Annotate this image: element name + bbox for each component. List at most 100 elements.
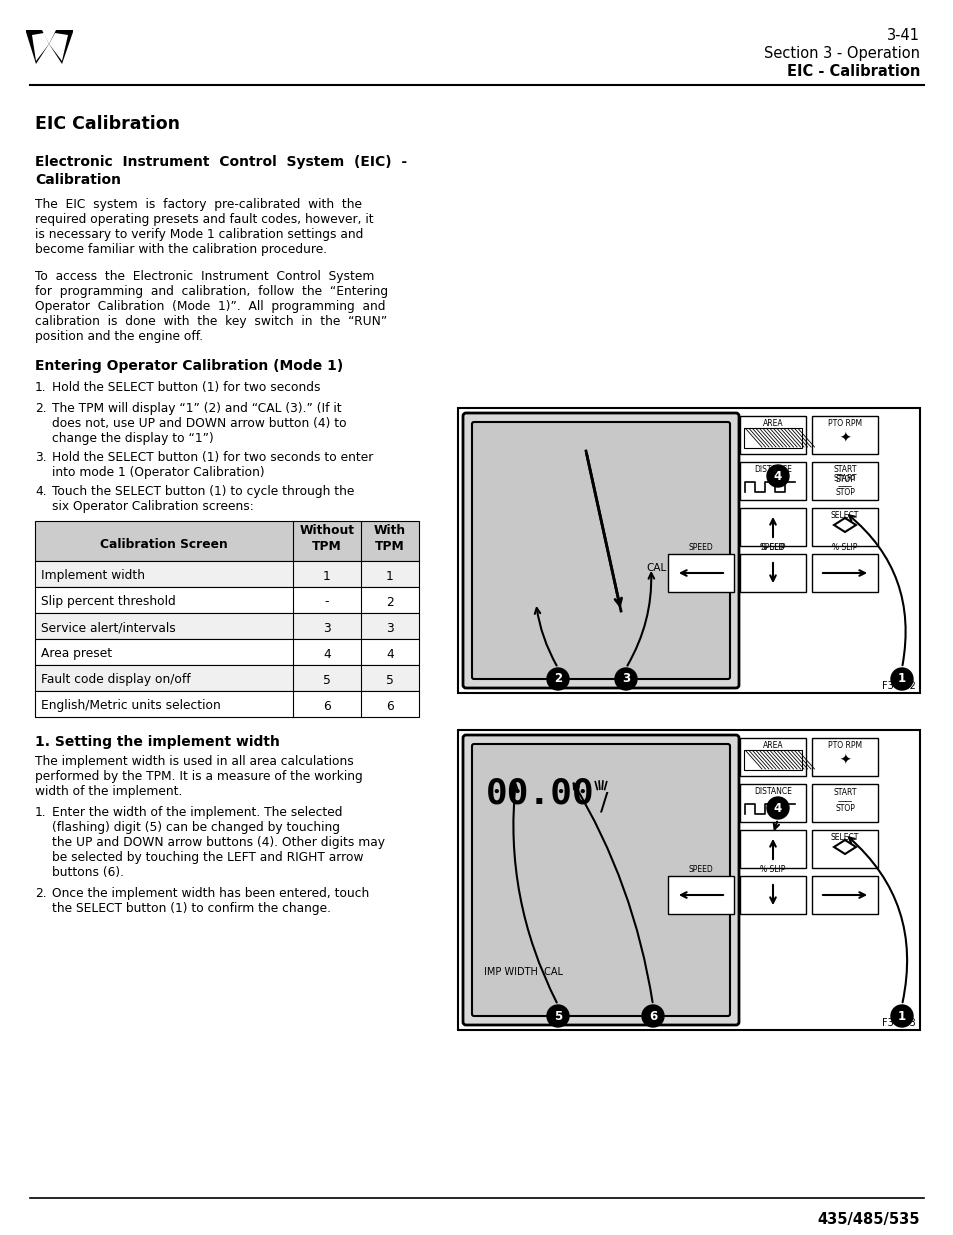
Bar <box>35 521 418 561</box>
FancyBboxPatch shape <box>462 412 739 688</box>
Text: Enter the width of the implement. The selected: Enter the width of the implement. The se… <box>52 806 342 819</box>
Text: 4: 4 <box>773 802 781 815</box>
Bar <box>740 739 805 776</box>
Text: (flashing) digit (5) can be changed by touching: (flashing) digit (5) can be changed by t… <box>52 821 339 834</box>
Bar <box>811 555 877 592</box>
Circle shape <box>890 1005 912 1028</box>
Bar <box>457 408 919 693</box>
Text: AREA: AREA <box>761 741 782 750</box>
Text: EIC Calibration: EIC Calibration <box>35 115 180 133</box>
Circle shape <box>615 668 637 690</box>
Text: performed by the TPM. It is a measure of the working: performed by the TPM. It is a measure of… <box>35 769 362 783</box>
Text: into mode 1 (Operator Calibration): into mode 1 (Operator Calibration) <box>52 466 264 479</box>
Text: required operating presets and fault codes, however, it: required operating presets and fault cod… <box>35 212 374 226</box>
Bar <box>740 508 805 546</box>
Bar <box>811 784 877 823</box>
Text: the SELECT button (1) to confirm the change.: the SELECT button (1) to confirm the cha… <box>52 902 331 915</box>
FancyBboxPatch shape <box>472 422 729 679</box>
Text: PTO RPM: PTO RPM <box>827 741 862 750</box>
Text: CAL: CAL <box>645 563 665 573</box>
Text: 3: 3 <box>323 621 331 635</box>
Bar <box>35 613 418 638</box>
Text: calibration  is  done  with  the  key  switch  in  the  “RUN”: calibration is done with the key switch … <box>35 315 387 329</box>
Text: 2: 2 <box>386 595 394 609</box>
Text: Section 3 - Operation: Section 3 - Operation <box>763 46 919 61</box>
Text: The TPM will display “1” (2) and “CAL (3).” (If it: The TPM will display “1” (2) and “CAL (3… <box>52 403 341 415</box>
Text: Area preset: Area preset <box>41 647 112 661</box>
Text: START: START <box>832 788 856 797</box>
Bar <box>740 416 805 454</box>
Text: 3: 3 <box>386 621 394 635</box>
Text: IMP WIDTH  CAL: IMP WIDTH CAL <box>483 967 562 977</box>
Bar <box>35 664 418 692</box>
Text: 1: 1 <box>897 673 905 685</box>
Text: START
STOP: START STOP <box>832 466 856 484</box>
Bar <box>743 750 801 769</box>
Text: SELECT: SELECT <box>830 511 859 520</box>
Polygon shape <box>49 30 73 64</box>
Bar <box>811 830 877 868</box>
Text: 6: 6 <box>386 699 394 713</box>
Text: 6: 6 <box>323 699 331 713</box>
Text: STOP: STOP <box>834 804 854 813</box>
Text: for  programming  and  calibration,  follow  the  “Entering: for programming and calibration, follow … <box>35 285 388 298</box>
Text: Without
TPM: Without TPM <box>299 525 355 553</box>
Text: buttons (6).: buttons (6). <box>52 866 124 879</box>
FancyBboxPatch shape <box>472 743 729 1016</box>
Text: PTO RPM: PTO RPM <box>827 419 862 429</box>
Circle shape <box>890 668 912 690</box>
Text: SELECT: SELECT <box>830 832 859 842</box>
Text: % SLIP: % SLIP <box>831 543 857 552</box>
Circle shape <box>766 797 788 819</box>
Text: 435/485/535: 435/485/535 <box>817 1212 919 1228</box>
Circle shape <box>766 466 788 487</box>
Text: 1.: 1. <box>35 382 47 394</box>
Text: 3: 3 <box>621 673 629 685</box>
Text: 2.: 2. <box>35 887 47 900</box>
Text: 1: 1 <box>323 569 331 583</box>
Text: become familiar with the calibration procedure.: become familiar with the calibration pro… <box>35 243 327 256</box>
Text: Implement width: Implement width <box>41 569 145 583</box>
Text: 4: 4 <box>323 647 331 661</box>
Text: width of the implement.: width of the implement. <box>35 785 182 798</box>
Text: English/Metric units selection: English/Metric units selection <box>41 699 220 713</box>
Text: -: - <box>324 595 329 609</box>
Text: To  access  the  Electronic  Instrument  Control  System: To access the Electronic Instrument Cont… <box>35 270 374 283</box>
FancyBboxPatch shape <box>462 735 739 1025</box>
Bar <box>740 830 805 868</box>
Text: STOP: STOP <box>834 488 854 496</box>
Text: Entering Operator Calibration (Mode 1): Entering Operator Calibration (Mode 1) <box>35 359 343 373</box>
Circle shape <box>641 1005 663 1028</box>
Text: 1.: 1. <box>35 806 47 819</box>
Bar <box>811 462 877 500</box>
Bar <box>743 429 801 448</box>
Text: The implement width is used in all area calculations: The implement width is used in all area … <box>35 755 354 768</box>
Text: Calibration: Calibration <box>35 173 121 186</box>
Text: position and the engine off.: position and the engine off. <box>35 330 203 343</box>
Text: Calibration Screen: Calibration Screen <box>100 538 228 552</box>
Text: does not, use UP and DOWN arrow button (4) to: does not, use UP and DOWN arrow button (… <box>52 417 346 430</box>
Circle shape <box>546 668 568 690</box>
Bar <box>740 876 805 914</box>
Text: Hold the SELECT button (1) for two seconds: Hold the SELECT button (1) for two secon… <box>52 382 320 394</box>
Text: Slip percent threshold: Slip percent threshold <box>41 595 175 609</box>
Text: 4.: 4. <box>35 485 47 498</box>
Text: ——: —— <box>837 797 852 806</box>
Text: 1. Setting the implement width: 1. Setting the implement width <box>35 735 279 748</box>
Bar <box>35 638 418 664</box>
Text: six Operator Calibration screens:: six Operator Calibration screens: <box>52 500 253 513</box>
Text: EIC - Calibration: EIC - Calibration <box>786 64 919 79</box>
Text: F3-122: F3-122 <box>882 680 915 692</box>
Text: 1: 1 <box>897 1009 905 1023</box>
Bar <box>811 739 877 776</box>
Text: 4: 4 <box>773 469 781 483</box>
Text: 5: 5 <box>386 673 394 687</box>
Text: With
TPM: With TPM <box>374 525 406 553</box>
Text: AREA: AREA <box>761 419 782 429</box>
Text: START: START <box>832 474 856 483</box>
Bar <box>35 587 418 613</box>
Text: /: / <box>599 790 608 815</box>
Bar <box>740 555 805 592</box>
Text: 00.00: 00.00 <box>485 776 594 810</box>
Bar <box>457 730 919 1030</box>
